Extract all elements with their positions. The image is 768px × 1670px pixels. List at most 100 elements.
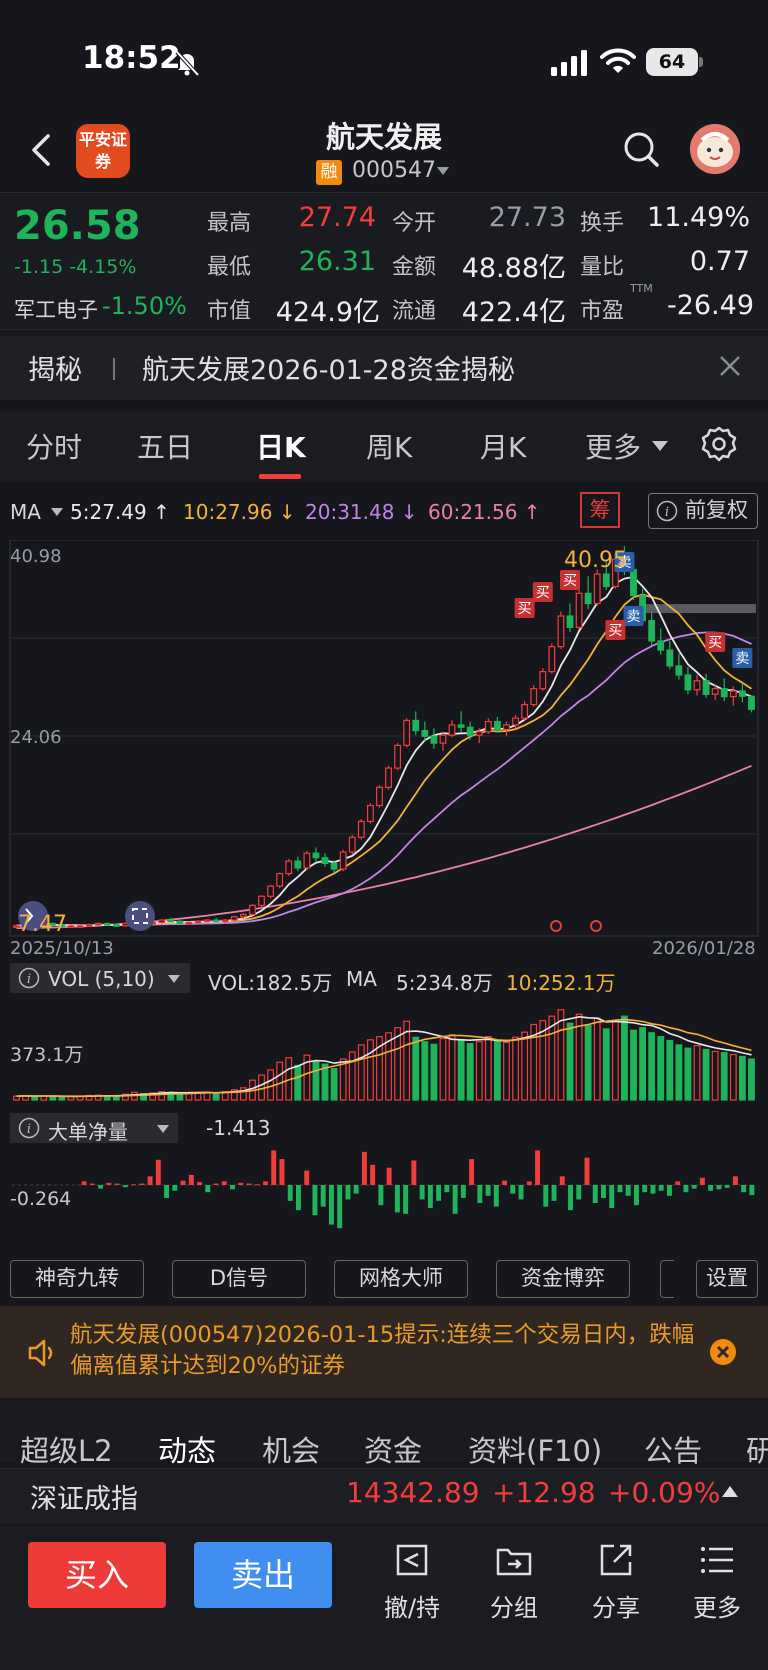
share-label[interactable]: 分享 (592, 1594, 640, 1622)
cancel-hold-label[interactable]: 撤/持 (383, 1594, 441, 1622)
candle-body (530, 688, 538, 706)
share-icon[interactable] (596, 1540, 636, 1580)
tab-research[interactable]: 研 (746, 1434, 768, 1468)
candle-body (748, 695, 755, 710)
high-value: 27.74 (298, 202, 376, 233)
volume-chart[interactable] (0, 1000, 768, 1105)
tab-opportunity[interactable]: 机会 (262, 1434, 321, 1468)
big-order-bar (419, 1185, 425, 1200)
big-order-bar (658, 1185, 664, 1191)
high-label: 最高 (207, 211, 252, 236)
buy-signal-tag (560, 570, 580, 590)
menu-icon[interactable] (697, 1540, 737, 1580)
candle-body (575, 592, 583, 628)
big-order-bar (320, 1185, 326, 1207)
big-order-chart[interactable] (0, 1143, 768, 1255)
tab-funds[interactable]: 资金 (364, 1434, 423, 1468)
volume-bar (494, 1039, 501, 1101)
volume-bar (539, 1020, 547, 1101)
gear-icon[interactable] (700, 425, 738, 463)
divider (113, 358, 115, 380)
broker-logo[interactable]: 平安证券 (76, 124, 130, 178)
sell-button[interactable]: 卖出 (194, 1542, 332, 1608)
info-icon: i (656, 500, 678, 522)
reveal-banner[interactable] (0, 336, 768, 400)
tab-news[interactable]: 动态 (158, 1434, 217, 1468)
x-axis-start-label: 2025/10/13 (10, 938, 114, 959)
candle-body (294, 860, 302, 869)
candle-body (267, 885, 274, 897)
candle-body (684, 674, 692, 691)
amount-value: 48.88亿 (461, 253, 566, 284)
cancel-hold-icon[interactable] (392, 1540, 432, 1580)
group-icon[interactable] (494, 1540, 534, 1580)
signal-tag-text: 买 (536, 585, 550, 601)
chevron-down-icon[interactable] (51, 508, 63, 516)
wifi-icon (600, 48, 636, 73)
tab-intraday[interactable]: 分时 (26, 431, 83, 464)
chevron-down-icon[interactable] (437, 167, 449, 175)
tab-super-l2[interactable]: 超级L2 (20, 1434, 113, 1468)
candle-body (521, 703, 529, 719)
buy-button[interactable]: 买入 (28, 1542, 166, 1608)
tool-fund-game[interactable]: 资金博弈 (496, 1260, 630, 1298)
tab-more[interactable]: 更多 (585, 431, 642, 464)
adjust-button[interactable]: 前复权 (648, 493, 758, 529)
close-icon[interactable] (710, 1339, 736, 1365)
tab-monthly-k[interactable]: 月K (480, 431, 527, 464)
index-value: 14342.89 (346, 1476, 480, 1509)
volume-bar (267, 1069, 274, 1101)
vol-ma-label: MA (346, 967, 377, 991)
ma60-line (16, 764, 752, 929)
big-order-bar (427, 1185, 433, 1209)
chevron-down-icon[interactable] (168, 975, 180, 983)
big-order-bar (98, 1185, 104, 1189)
big-order-bar (304, 1170, 310, 1185)
tool-settings[interactable]: 设置 (696, 1260, 758, 1298)
candle-body (258, 895, 265, 906)
tool-grid-master[interactable]: 网格大师 (334, 1260, 468, 1298)
big-order-bar (650, 1185, 656, 1194)
index-ticker[interactable] (0, 1468, 768, 1524)
vol-axis-label: 373.1万 (10, 1044, 84, 1066)
volume-bar (675, 1044, 683, 1101)
tab-five-day[interactable]: 五日 (137, 431, 194, 464)
alert-text[interactable]: 航天发展(000547)2026-01-15提示:连续三个交易日内，跌幅偏离值累… (70, 1322, 695, 1379)
big-order-bar (559, 1176, 565, 1185)
big-order-bar (535, 1150, 541, 1185)
avatar[interactable] (690, 124, 740, 174)
tool-d-signal[interactable]: D信号 (172, 1260, 306, 1298)
big-order-bar (230, 1185, 235, 1190)
candle-body (421, 730, 429, 737)
tool-nine-turn[interactable]: 神奇九转 (10, 1260, 144, 1298)
tab-weekly-k[interactable]: 周K (366, 431, 413, 464)
big-order-bar (543, 1185, 549, 1207)
chips-button[interactable]: 筹 (580, 492, 620, 528)
tab-f10[interactable]: 资料(F10) (468, 1434, 603, 1468)
chevron-down-icon[interactable] (652, 441, 668, 451)
tab-daily-k[interactable]: 日K (256, 431, 306, 464)
signal-tag-text: 买 (608, 623, 622, 639)
vol-ma10-line (16, 1018, 752, 1097)
close-icon[interactable] (716, 352, 744, 380)
tool-partial[interactable] (660, 1260, 674, 1298)
sector-name[interactable]: 军工电子 (14, 298, 98, 322)
alert-banner[interactable] (0, 1306, 768, 1398)
big-order-bar (452, 1185, 458, 1214)
vol-indicator-selector[interactable] (10, 963, 190, 993)
group-label[interactable]: 分组 (490, 1594, 538, 1622)
big-order-label: 大单净量 (48, 1120, 128, 1144)
back-icon[interactable] (26, 130, 56, 170)
reveal-text[interactable]: 航天发展2026-01-28资金揭秘 (142, 355, 515, 386)
more-label[interactable]: 更多 (693, 1594, 741, 1622)
sector-change[interactable]: -1.50% (102, 292, 187, 320)
speaker-icon (28, 1339, 53, 1367)
chevron-up-icon[interactable] (722, 1486, 738, 1497)
tab-announcements[interactable]: 公告 (644, 1434, 703, 1468)
candle-body (58, 924, 66, 928)
chevron-down-icon[interactable] (157, 1125, 169, 1133)
stock-code[interactable]: 000547 (352, 158, 436, 183)
ma-selector[interactable]: MA (10, 500, 41, 524)
search-icon[interactable] (622, 130, 660, 170)
